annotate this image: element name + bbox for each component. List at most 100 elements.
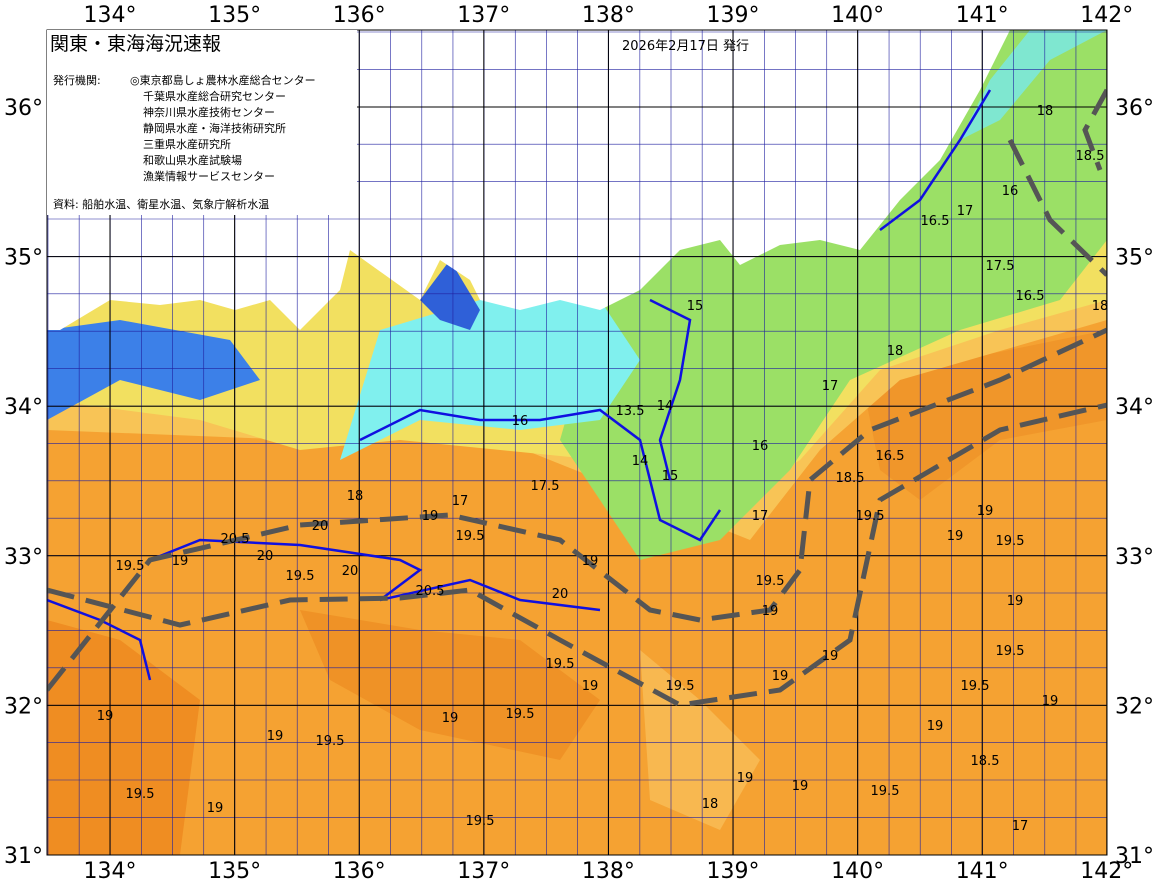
longitude-label: 142° bbox=[1080, 3, 1133, 28]
contour-label: 19 bbox=[582, 679, 599, 694]
latitude-label: 34° bbox=[1115, 395, 1154, 420]
longitude-label: 136° bbox=[333, 859, 386, 882]
contour-label: 19 bbox=[422, 509, 439, 524]
issuer: 和歌山県水産試験場 bbox=[143, 153, 242, 167]
contour-line bbox=[359, 408, 722, 542]
sources: 資料: 船舶水温、衛星水温、気象庁解析水温 bbox=[53, 197, 269, 211]
contour-label: 20 bbox=[342, 564, 359, 579]
contour-label: 19 bbox=[737, 771, 754, 786]
longitude-label: 141° bbox=[956, 859, 1009, 882]
contour-label: 15 bbox=[662, 469, 679, 484]
map-body: 1818.51616.51717.516.518181716.516171514… bbox=[47, 30, 1109, 855]
contour-label: 14 bbox=[657, 399, 674, 414]
longitude-label: 142° bbox=[1080, 859, 1133, 882]
contour-label: 18 bbox=[887, 344, 904, 359]
longitude-label: 139° bbox=[707, 3, 760, 28]
issuer: 漁業情報サービスセンター bbox=[143, 169, 275, 183]
contour-line bbox=[879, 89, 992, 231]
contour-label: 19.5 bbox=[871, 784, 900, 799]
contour-label: 19 bbox=[772, 669, 789, 684]
contour-label: 18 bbox=[1092, 299, 1109, 314]
contour-label: 19.5 bbox=[116, 559, 145, 574]
contour-label: 17 bbox=[452, 494, 469, 509]
kuroshio-line bbox=[47, 402, 1107, 708]
contour-label: 19.5 bbox=[126, 787, 155, 802]
map-frame bbox=[46, 29, 1108, 856]
contour-label: 18.5 bbox=[836, 471, 865, 486]
longitude-label: 140° bbox=[831, 3, 884, 28]
contour-label: 19.5 bbox=[996, 644, 1025, 659]
longitude-label: 136° bbox=[333, 3, 386, 28]
longitude-label: 137° bbox=[457, 859, 510, 882]
latitude-label: 33° bbox=[1115, 545, 1154, 570]
contour-label: 19 bbox=[172, 554, 189, 569]
contour-label: 16 bbox=[752, 439, 769, 454]
contour-label: 16.5 bbox=[1016, 289, 1045, 304]
issuer: 神奈川県水産技術センター bbox=[143, 105, 275, 119]
contour-label: 18 bbox=[702, 797, 719, 812]
longitude-label: 134° bbox=[84, 859, 137, 882]
contour-label: 18.5 bbox=[971, 754, 1000, 769]
latitude-label: 34° bbox=[4, 395, 43, 420]
contour-label: 17 bbox=[1012, 819, 1029, 834]
issuer: ◎東京都島しょ農林水産総合センター bbox=[130, 73, 316, 87]
contour-label: 19.5 bbox=[856, 509, 885, 524]
latitude-label: 32° bbox=[4, 694, 43, 719]
kuroshio-line bbox=[1007, 138, 1107, 277]
contour-label: 19.5 bbox=[466, 814, 495, 829]
contour-label: 19 bbox=[792, 779, 809, 794]
longitude-label: 135° bbox=[208, 859, 261, 882]
latitude-label: 36° bbox=[4, 96, 43, 121]
issue-date: 2026年2月17日 発行 bbox=[622, 39, 749, 54]
contour-label: 19.5 bbox=[286, 569, 315, 584]
latitude-label: 31° bbox=[1115, 844, 1154, 869]
contour-label: 19 bbox=[822, 649, 839, 664]
sea-cold bbox=[340, 300, 640, 460]
sea-warmer bbox=[47, 620, 200, 855]
contour-label: 18.5 bbox=[1076, 149, 1105, 164]
contour-label: 16 bbox=[512, 414, 529, 429]
longitude-label: 138° bbox=[582, 859, 635, 882]
contour-label: 20 bbox=[257, 549, 274, 564]
contour-label: 19 bbox=[1007, 594, 1024, 609]
contour-label: 19 bbox=[1042, 694, 1059, 709]
contour-label: 19 bbox=[442, 711, 459, 726]
contour-label: 19 bbox=[977, 504, 994, 519]
latitude-label: 36° bbox=[1115, 96, 1154, 121]
contour-label: 17 bbox=[752, 509, 769, 524]
longitude-label: 134° bbox=[84, 3, 137, 28]
contour-line bbox=[47, 598, 152, 681]
contour-label: 17.5 bbox=[986, 259, 1015, 274]
contour-label: 20.5 bbox=[416, 584, 445, 599]
latitude-label: 35° bbox=[1115, 246, 1154, 271]
longitude-label: 141° bbox=[956, 3, 1009, 28]
contour-label: 14 bbox=[632, 454, 649, 469]
contour-label: 20 bbox=[312, 519, 329, 534]
contour-label: 18 bbox=[347, 489, 364, 504]
contour-label: 17.5 bbox=[531, 479, 560, 494]
contour-label: 19.5 bbox=[961, 679, 990, 694]
longitude-label: 140° bbox=[831, 859, 884, 882]
contour-line bbox=[649, 298, 692, 481]
contour-label: 19 bbox=[207, 801, 224, 816]
contour-label: 19.5 bbox=[756, 574, 785, 589]
bay-cold bbox=[420, 260, 480, 330]
contour-label: 19 bbox=[582, 554, 599, 569]
contour-labels: 1818.51616.51717.516.518181716.516171514… bbox=[97, 104, 1109, 834]
contour-label: 17 bbox=[957, 204, 974, 219]
axes: 134° 134° 135° 135° 136° 136° 137° 137° 138° 138°… bbox=[4, 3, 1154, 882]
contour-label: 19.5 bbox=[456, 529, 485, 544]
contour-label: 19.5 bbox=[666, 679, 695, 694]
longitude-label: 138° bbox=[582, 3, 635, 28]
contour-label: 20 bbox=[552, 587, 569, 602]
bay-cold bbox=[47, 320, 260, 420]
latitude-label: 35° bbox=[4, 246, 43, 271]
kuroshio-line bbox=[1082, 88, 1107, 171]
latitude-label: 32° bbox=[1115, 694, 1154, 719]
contour-label: 20.5 bbox=[221, 532, 250, 547]
issuers: ◎東京都島しょ農林水産総合センター千葉県水産総合研究センター神奈川県水産技術セン… bbox=[130, 73, 316, 183]
contour-label: 16 bbox=[1002, 184, 1019, 199]
sea-warmer bbox=[300, 610, 600, 760]
contour-label: 19 bbox=[947, 529, 964, 544]
